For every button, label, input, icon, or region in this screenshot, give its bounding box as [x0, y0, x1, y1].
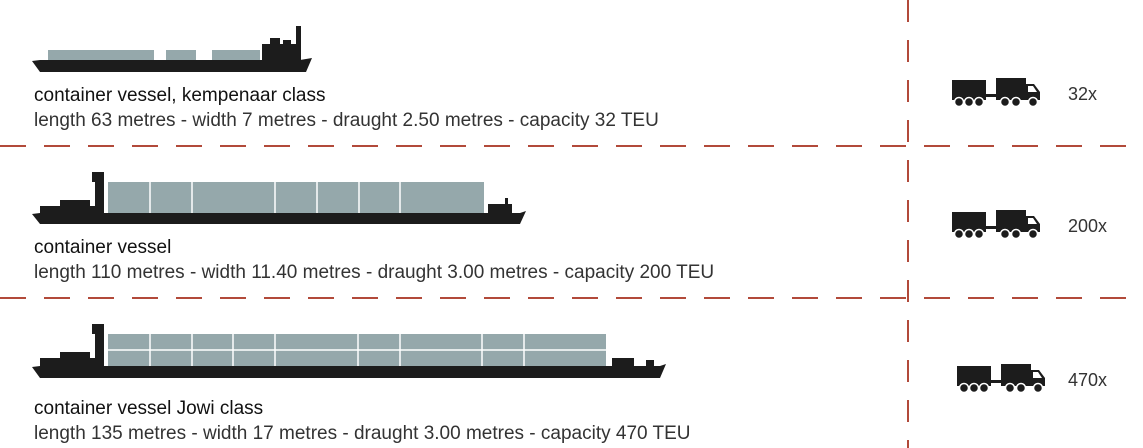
vessel-title: container vessel Jowi class	[34, 398, 264, 419]
truck-multiplier: 200x	[1068, 216, 1108, 236]
row-divider-2	[0, 297, 1143, 299]
truck-with-trailer-icon	[952, 210, 1040, 240]
vertical-divider	[907, 0, 909, 448]
jowi-ship-icon	[32, 324, 666, 378]
row-divider-1	[0, 145, 1143, 147]
vessel-title: container vessel	[34, 237, 172, 258]
vessel-specs: length 135 metres - width 17 metres - dr…	[34, 423, 691, 444]
vessel-specs: length 110 metres - width 11.40 metres -…	[34, 262, 715, 283]
container-ship-icon	[32, 172, 526, 224]
kempenaar-ship-icon	[32, 26, 312, 72]
vessel-title: container vessel, kempenaar class	[34, 85, 326, 106]
truck-multiplier: 32x	[1068, 84, 1098, 104]
truck-with-trailer-icon	[952, 78, 1040, 108]
truck-multiplier: 470x	[1068, 370, 1108, 390]
truck-with-trailer-icon	[957, 364, 1045, 394]
vessel-specs: length 63 metres - width 7 metres - drau…	[34, 110, 659, 131]
